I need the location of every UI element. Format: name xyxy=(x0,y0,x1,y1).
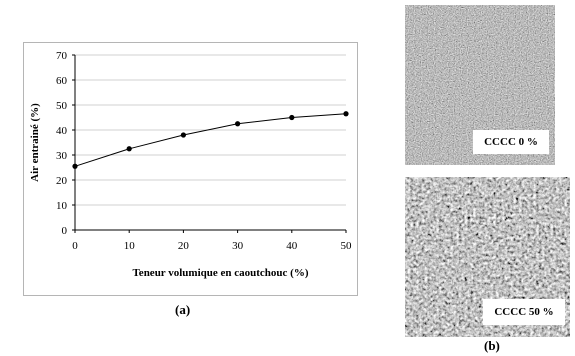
micrograph-cccc-50: CCCC 50 % xyxy=(405,177,570,337)
line-chart: 0 10 20 30 40 50 60 70 0 10 20 30 40 50 Teneur volumiq… xyxy=(29,50,353,279)
y-axis-title: Air entrainé (%) xyxy=(29,103,41,182)
x-tick-label: 50 xyxy=(341,240,353,252)
y-tick-label: 40 xyxy=(56,125,68,137)
micrograph-label: CCCC 0 % xyxy=(473,130,549,154)
data-point xyxy=(72,163,78,169)
x-tick-label: 0 xyxy=(72,240,78,252)
x-tick-label: 20 xyxy=(178,240,190,252)
micrograph-label: CCCC 50 % xyxy=(483,299,565,325)
data-point xyxy=(126,146,132,152)
y-tick-label: 70 xyxy=(56,50,68,62)
y-tick-label: 30 xyxy=(56,150,68,162)
data-point xyxy=(289,114,295,121)
chart-frame xyxy=(23,42,358,296)
x-tick-label: 40 xyxy=(286,240,298,252)
x-tick-label: 10 xyxy=(124,240,136,252)
y-tick-label: 60 xyxy=(56,75,68,87)
data-point xyxy=(235,121,241,127)
y-tick-label: 0 xyxy=(62,225,68,237)
y-tick-label: 10 xyxy=(56,200,68,212)
data-point xyxy=(180,132,186,138)
series-line xyxy=(74,113,347,167)
x-tick-label: 30 xyxy=(232,240,244,252)
x-axis-title: Teneur volumique en caoutchouc (%) xyxy=(132,267,308,279)
caption-b: (b) xyxy=(484,338,500,353)
micrograph-cccc-0: CCCC 0 % xyxy=(405,5,555,165)
caption-a: (a) xyxy=(175,302,191,317)
y-tick-label: 20 xyxy=(56,175,68,187)
data-point xyxy=(343,111,349,117)
y-tick-label: 50 xyxy=(56,100,68,112)
